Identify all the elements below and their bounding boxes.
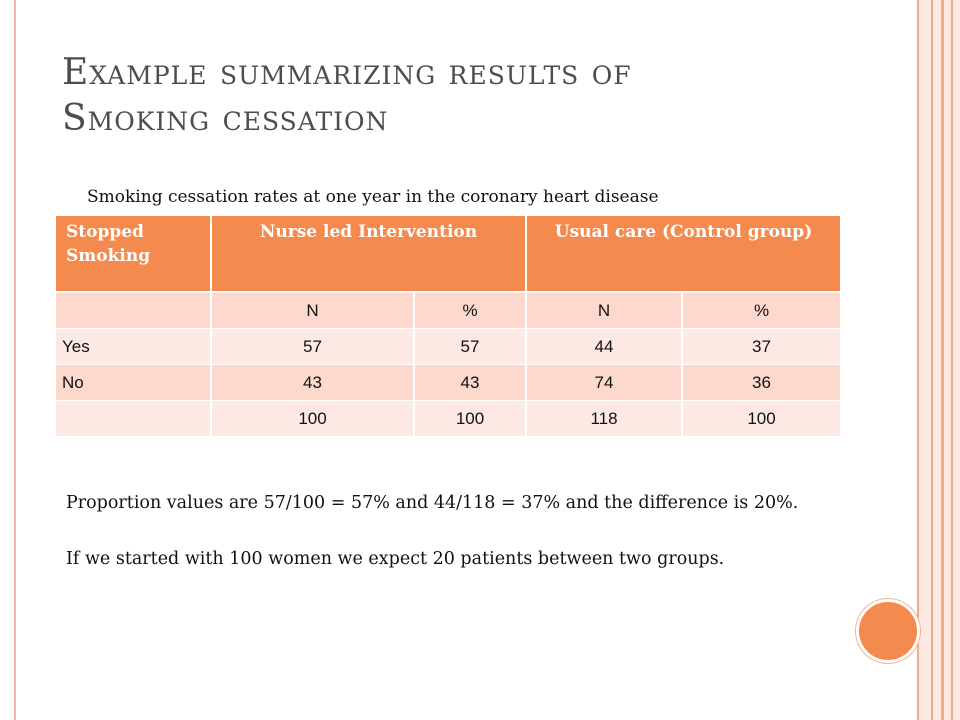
slide-title-line-2: Smoking cessation — [62, 98, 389, 139]
table-caption: Smoking cessation rates at one year in t… — [87, 187, 659, 207]
table-cell: 57 — [414, 328, 527, 365]
summary-paragraph-proportions: Proportion values are 57/100 = 57% and 4… — [66, 493, 799, 513]
table-cell: 100 — [211, 400, 415, 437]
table-subheader-row: N % N % — [56, 292, 841, 329]
table-cell: 37 — [682, 328, 841, 365]
table-cell: 74 — [526, 364, 683, 401]
table-cell — [56, 400, 212, 437]
slide-title: Example summarizing results of Smoking c… — [62, 50, 842, 142]
header-stopped-smoking: Stopped Smoking — [56, 216, 212, 293]
header-usual-care: Usual care (Control group) — [526, 216, 841, 293]
slide-title-line-1: Example summarizing results of — [62, 52, 632, 93]
table-row: 100 100 118 100 — [56, 400, 841, 437]
table-cell — [56, 292, 212, 329]
table-cell: No — [56, 364, 212, 401]
table-row: Yes 57 57 44 37 — [56, 328, 841, 365]
table-cell: 36 — [682, 364, 841, 401]
summary-text: Proportion values are 57/100 = 57% and 4… — [66, 489, 826, 573]
table-cell: N — [526, 292, 683, 329]
table-cell: % — [414, 292, 527, 329]
summary-paragraph-expectation: If we started with 100 women we expect 2… — [66, 549, 725, 569]
table-row: No 43 43 74 36 — [56, 364, 841, 401]
right-stripe — [951, 0, 953, 720]
table-cell: 57 — [211, 328, 415, 365]
table-cell: 44 — [526, 328, 683, 365]
right-stripe — [941, 0, 944, 720]
right-stripe — [931, 0, 933, 720]
results-table: Stopped Smoking Nurse led Intervention U… — [56, 216, 841, 437]
table-cell: 43 — [211, 364, 415, 401]
left-border-line — [14, 0, 16, 720]
right-stripe — [917, 0, 919, 720]
table-header-row: Stopped Smoking Nurse led Intervention U… — [56, 216, 841, 293]
table-cell: 100 — [414, 400, 527, 437]
table-cell: 43 — [414, 364, 527, 401]
decorative-circle — [856, 599, 920, 663]
right-decorative-band — [917, 0, 960, 720]
table-cell: % — [682, 292, 841, 329]
header-nurse-led-intervention: Nurse led Intervention — [211, 216, 527, 293]
table-cell: 118 — [526, 400, 683, 437]
table-cell: N — [211, 292, 415, 329]
table-cell: Yes — [56, 328, 212, 365]
table-cell: 100 — [682, 400, 841, 437]
